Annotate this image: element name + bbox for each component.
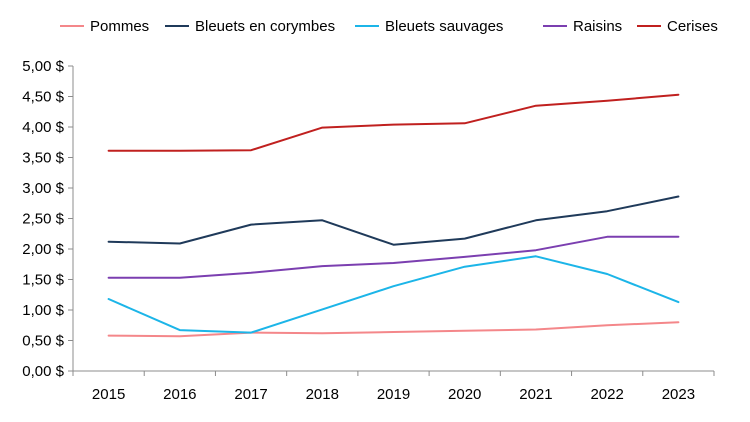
y-tick-label: 1,00 $ xyxy=(22,302,64,319)
x-tick-label: 2020 xyxy=(448,386,481,403)
series-line-bleuets-sauvages xyxy=(107,255,680,334)
legend-label: Pommes xyxy=(90,18,149,35)
y-axis: 0,00 $ 0,50 $ 1,00 $ 1,50 $ 2,00 $ 2,50 $ 3,00… xyxy=(22,58,74,380)
x-tick-label: 2022 xyxy=(590,386,623,403)
legend-item: Raisins xyxy=(543,18,622,35)
legend-item: Cerises xyxy=(637,18,718,35)
x-axis: 2015 2016 2017 2018 2019 2020 2021 2022 2023 xyxy=(72,370,715,403)
legend-item: Bleuets en corymbes xyxy=(165,18,335,35)
x-tick-label: 2015 xyxy=(92,386,125,403)
x-tick-label: 2018 xyxy=(306,386,339,403)
x-tick-label: 2019 xyxy=(377,386,410,403)
legend-item: Pommes xyxy=(60,18,149,35)
series-line-cerises xyxy=(107,93,680,152)
series-line-raisins xyxy=(107,235,680,279)
x-tick-label: 2017 xyxy=(234,386,267,403)
legend-label: Raisins xyxy=(573,18,622,35)
legend-label: Bleuets sauvages xyxy=(385,18,503,35)
y-tick-label: 0,00 $ xyxy=(22,363,64,380)
y-tick-label: 3,50 $ xyxy=(22,150,64,167)
y-tick-label: 0,50 $ xyxy=(22,333,64,350)
y-tick-label: 2,00 $ xyxy=(22,241,64,258)
x-tick-label: 2016 xyxy=(163,386,196,403)
y-tick-label: 2,50 $ xyxy=(22,211,64,228)
y-tick-label: 4,50 $ xyxy=(22,89,64,106)
legend-item: Bleuets sauvages xyxy=(355,18,503,35)
y-tick-label: 5,00 $ xyxy=(22,58,64,75)
series-line-bleuets-en-corymbes xyxy=(107,195,680,246)
x-tick-label: 2023 xyxy=(662,386,695,403)
legend: Pommes Bleuets en corymbes Bleuets sauvage… xyxy=(60,18,718,35)
legend-label: Cerises xyxy=(667,18,718,35)
series-layer xyxy=(107,93,680,338)
y-tick-label: 1,50 $ xyxy=(22,272,64,289)
y-tick-label: 4,00 $ xyxy=(22,119,64,136)
x-tick-label: 2021 xyxy=(519,386,552,403)
legend-label: Bleuets en corymbes xyxy=(195,18,335,35)
y-tick-label: 3,00 $ xyxy=(22,180,64,197)
series-line-pommes xyxy=(107,321,680,338)
